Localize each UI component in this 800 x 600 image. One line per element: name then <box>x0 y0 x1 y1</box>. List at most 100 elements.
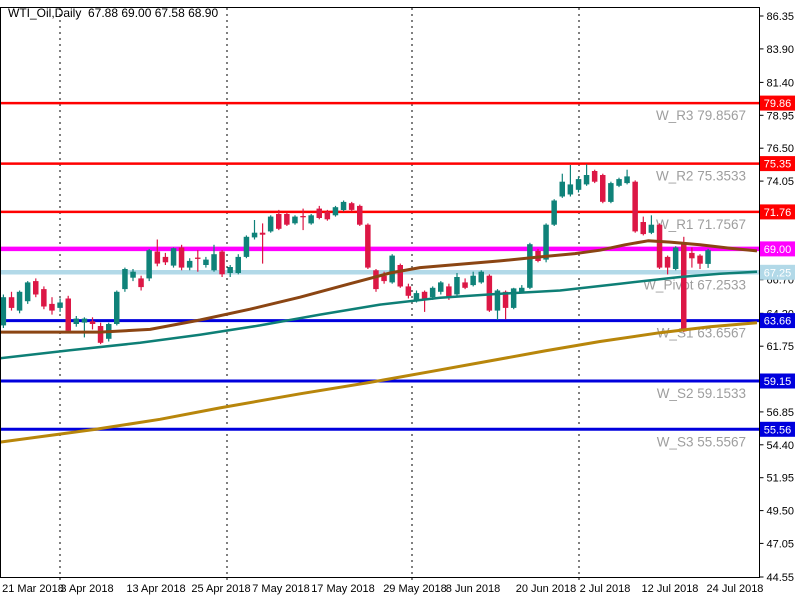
candle-body <box>600 175 606 202</box>
candle-body <box>405 286 412 296</box>
candles-layer <box>0 164 711 345</box>
candle-body <box>97 326 104 343</box>
y-tick-label: 61.75 <box>767 341 795 353</box>
candle-body <box>624 176 630 184</box>
candle-body <box>235 256 241 273</box>
candle-body <box>543 224 549 260</box>
candle-body <box>502 291 509 308</box>
candle-body <box>454 277 460 295</box>
candle-body <box>519 287 525 292</box>
candle-body <box>227 267 233 273</box>
price-badge-W_S1 <box>760 313 795 329</box>
price-badges: 79.86 75.35 71.76 69.00 67.25 63.66 59.15 55.56 <box>760 95 795 437</box>
candle-body <box>292 216 298 224</box>
candle-body <box>486 275 493 311</box>
x-tick-label: 2 Jul 2018 <box>580 583 631 595</box>
price-badge-label: 79.86 <box>764 98 792 110</box>
candle-body <box>348 203 355 210</box>
candle-body <box>494 290 501 311</box>
candle-body <box>16 291 23 311</box>
x-tick-label: 25 Apr 2018 <box>191 583 250 595</box>
y-tick-label: 51.95 <box>767 473 795 485</box>
candle-body <box>170 248 177 266</box>
candle-body <box>389 255 395 283</box>
candle-body <box>130 271 136 278</box>
level-label-W_R2: W_R2 75.3533 <box>656 169 746 184</box>
candle-body <box>640 222 646 235</box>
candle-body <box>397 265 403 287</box>
price-badge-W_S3 <box>760 421 795 437</box>
candle-body <box>195 257 201 259</box>
candle-body <box>276 214 282 229</box>
candle-body <box>259 232 266 235</box>
y-tick-label: 56.85 <box>767 407 795 419</box>
candle-body <box>146 250 152 279</box>
price-badge-label: 67.25 <box>764 267 792 279</box>
y-tick-label: 44.55 <box>767 572 795 584</box>
candle-body <box>648 224 655 233</box>
x-tick-label: 17 May 2018 <box>311 583 375 595</box>
level-label-W_S3: W_S3 55.5567 <box>657 434 746 449</box>
plot-border-rect <box>0 7 760 578</box>
ma-medium-brown <box>0 239 758 334</box>
candle-body <box>421 291 428 299</box>
candle-body <box>527 244 533 288</box>
price-badge-price-line-69 <box>760 241 795 257</box>
candle-body <box>340 201 347 210</box>
candle-body <box>632 181 638 232</box>
x-tick-label: 7 May 2018 <box>252 583 309 595</box>
y-tick-label: 83.90 <box>767 44 795 56</box>
candle-body <box>186 260 193 268</box>
candle-body <box>308 215 314 224</box>
candle-body <box>697 255 703 264</box>
candle-body <box>656 224 663 268</box>
candle-body <box>8 297 15 308</box>
candle-body <box>470 275 476 286</box>
candle-body <box>381 275 387 282</box>
candle-body <box>462 282 468 288</box>
plot-border <box>0 7 760 578</box>
candle-body <box>284 214 290 225</box>
candle-body <box>24 282 31 302</box>
price-badge-W_Pivot <box>760 264 795 280</box>
price-badge-label: 71.76 <box>764 207 792 219</box>
level-labels: W_R3 79.8567 W_R2 75.3533 W_R1 71.7567 W_Pi… <box>643 108 746 449</box>
candle-body <box>357 205 363 225</box>
candle-body <box>33 281 39 295</box>
candle-body <box>705 250 711 264</box>
x-tick-label: 12 Jul 2018 <box>642 583 699 595</box>
price-badge-label: 75.35 <box>764 159 792 171</box>
candle-body <box>332 207 339 216</box>
candle-body <box>243 236 250 257</box>
candle-body <box>65 298 71 331</box>
candle-body <box>438 282 444 292</box>
y-tick-label: 86.35 <box>767 11 795 23</box>
moving-averages <box>0 239 758 444</box>
price-badge-W_S2 <box>760 373 795 389</box>
level-label-W_S2: W_S2 59.1533 <box>657 386 746 401</box>
price-badge-label: 59.15 <box>764 376 792 388</box>
level-label-W_R1: W_R1 71.7567 <box>656 217 746 232</box>
y-tick-label: 81.40 <box>767 77 795 89</box>
candle-body <box>583 175 590 185</box>
candle-body <box>267 216 274 232</box>
x-tick-label: 8 Jun 2018 <box>446 583 500 595</box>
y-tick-label: 76.50 <box>767 143 795 155</box>
x-tick-label: 3 Apr 2018 <box>60 583 113 595</box>
candle-body <box>114 291 120 324</box>
candle-body <box>138 278 144 288</box>
candle-body <box>219 251 225 275</box>
candle-body <box>203 259 209 265</box>
level-label-W_R3: W_R3 79.8567 <box>656 108 746 123</box>
y-tick-label: 49.50 <box>767 506 795 518</box>
candle-body <box>664 256 671 268</box>
candle-body <box>0 297 7 326</box>
candle-body <box>567 184 574 195</box>
level-label-W_Pivot: W_Pivot 67.2533 <box>643 277 746 292</box>
candle-body <box>608 183 614 202</box>
candle-body <box>510 288 517 308</box>
candle-body <box>681 243 687 332</box>
